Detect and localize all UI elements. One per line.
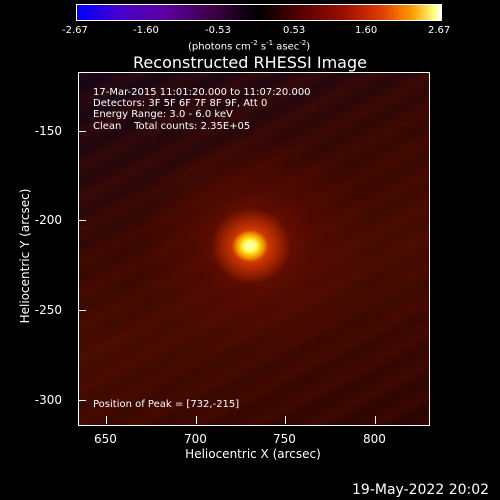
info-detectors: Detectors: 3F 5F 6F 7F 8F 9F, Att 0 [93,98,268,109]
x-tick-label: 650 [94,432,117,446]
y-axis-label: Heliocentric Y (arcsec) [18,188,32,324]
colorbar-tick: 1.60 [355,25,378,36]
x-tick-label: 800 [363,432,386,446]
footer-date: 19-May-2022 20:02 [352,482,490,498]
y-tick-mark [78,220,86,221]
y-tick-mark [78,400,86,401]
y-tick-label: -300 [34,393,62,407]
info-time: 17-Mar-2015 11:01:20.000 to 11:07:20.000 [93,87,311,98]
x-tick-label: 750 [273,432,296,446]
colorbar-tick: -2.67 [62,25,88,36]
y-tick-label: -200 [34,213,62,227]
x-tick-mark [196,416,197,424]
colorbar-tick: -1.60 [133,25,159,36]
colorbar [76,4,442,21]
colorbar-tick: 0.53 [283,25,306,36]
info-clean: Clean Total counts: 2.35E+05 [93,121,251,132]
plot-title: Reconstructed RHESSI Image [133,53,367,72]
x-tick-mark [375,416,376,424]
y-tick-mark [78,310,86,311]
y-tick-mark [78,131,86,132]
colorbar-tick: -0.53 [205,25,231,36]
info-peak: Position of Peak = [732,-215] [93,399,240,410]
colorbar-unit: (photons cm-2 s-1 asec-2) [188,39,311,53]
x-axis-label: Heliocentric X (arcsec) [185,447,321,461]
y-tick-label: -250 [34,303,62,317]
x-tick-mark [106,416,107,424]
x-tick-label: 700 [184,432,207,446]
rhessi-image: 17-Mar-2015 11:01:20.000 to 11:07:20.000… [78,72,430,426]
y-tick-label: -150 [34,124,62,138]
info-energy: Energy Range: 3.0 - 6.0 keV [93,109,233,120]
x-tick-mark [285,416,286,424]
colorbar-tick: 2.67 [428,25,451,36]
